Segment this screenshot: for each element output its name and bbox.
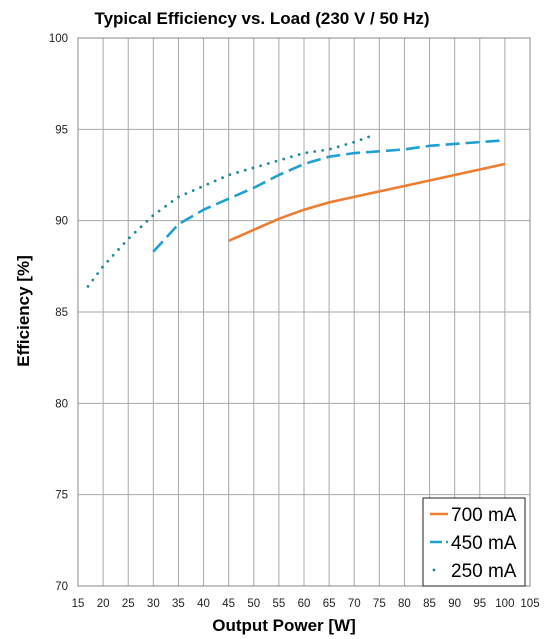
grid: [77, 37, 531, 587]
x-tick-label: 90: [448, 598, 461, 610]
x-tick-label: 35: [172, 598, 185, 610]
x-tick-label: 40: [197, 598, 210, 610]
x-tick-label: 85: [423, 598, 436, 610]
x-tick-label: 60: [298, 598, 311, 610]
x-tick-label: 65: [323, 598, 336, 610]
x-tick-label: 100: [495, 598, 514, 610]
y-tick-label: 75: [55, 490, 68, 502]
y-tick-label: 80: [55, 398, 68, 410]
y-axis-label: Efficiency [%]: [14, 255, 33, 366]
series-line-700-ma: [228, 162, 506, 242]
y-tick-label: 95: [55, 124, 68, 136]
x-tick-label: 95: [473, 598, 486, 610]
legend: 700 mA 450 mA 250 mA: [422, 497, 526, 587]
x-tick-label: 25: [122, 598, 135, 610]
x-tick-label: 80: [398, 598, 411, 610]
legend-label: 450 mA: [451, 533, 517, 554]
chart-title: Typical Efficiency vs. Load (230 V / 50 …: [94, 9, 429, 28]
x-tick-label: 20: [97, 598, 110, 610]
series-line-450-ma: [152, 139, 505, 253]
x-tick-label: 30: [147, 598, 160, 610]
legend-label: 700 mA: [451, 505, 517, 526]
y-tick-label: 100: [49, 33, 68, 45]
x-tick-label: 75: [373, 598, 386, 610]
y-tick-label: 90: [55, 216, 68, 228]
y-tick-label: 70: [55, 581, 68, 593]
x-tick-label: 50: [247, 598, 260, 610]
plot-frame: [77, 37, 531, 587]
series-line-250-ma: [86, 135, 371, 288]
x-tick-label: 105: [520, 598, 539, 610]
series-lines: [86, 135, 506, 288]
tick-labels: 15 20 25 30 35 40 45 50 55 60 65 70 75 80 85 90 95 100 105…: [49, 33, 540, 610]
x-tick-label: 70: [348, 598, 361, 610]
y-tick-label: 85: [55, 307, 68, 319]
x-tick-label: 55: [272, 598, 285, 610]
x-axis-label: Output Power [W]: [212, 616, 356, 635]
legend-label: 250 mA: [451, 561, 517, 582]
x-tick-label: 15: [72, 598, 85, 610]
x-tick-label: 45: [222, 598, 235, 610]
